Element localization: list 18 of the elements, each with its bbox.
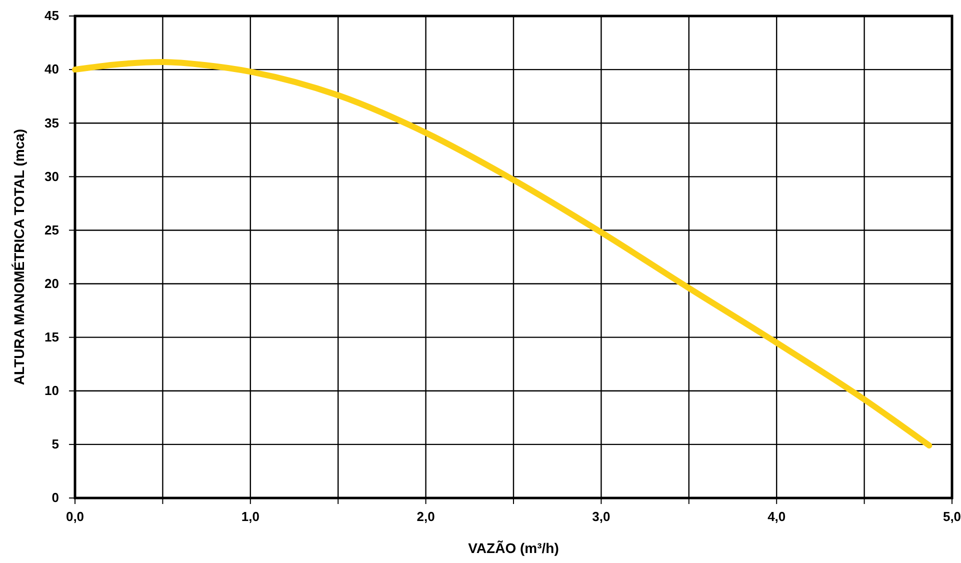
x-tick-label: 5,0: [942, 509, 961, 524]
y-tick-label: 10: [44, 383, 59, 398]
x-tick-label: 1,0: [241, 509, 260, 524]
x-tick-label: 4,0: [768, 509, 786, 524]
y-tick-label: 15: [44, 329, 59, 344]
y-tick-label: 35: [44, 115, 59, 130]
y-tick-label: 0: [52, 490, 59, 506]
y-tick-label: 25: [44, 222, 59, 238]
y-axis-title: ALTURA MANOMÉTRICA TOTAL (mca): [11, 128, 27, 386]
x-tick-label: 2,0: [416, 509, 435, 524]
y-tick-label: 20: [44, 276, 59, 291]
x-axis-title: VAZÃO (m³/h): [468, 540, 559, 556]
y-tick-label: 40: [44, 62, 59, 77]
y-tick-label: 5: [52, 436, 59, 452]
x-tick-label: 3,0: [592, 509, 610, 524]
x-tick-label: 0,0: [66, 509, 84, 524]
y-tick-label: 30: [44, 168, 59, 184]
y-tick-label: 45: [44, 8, 59, 24]
